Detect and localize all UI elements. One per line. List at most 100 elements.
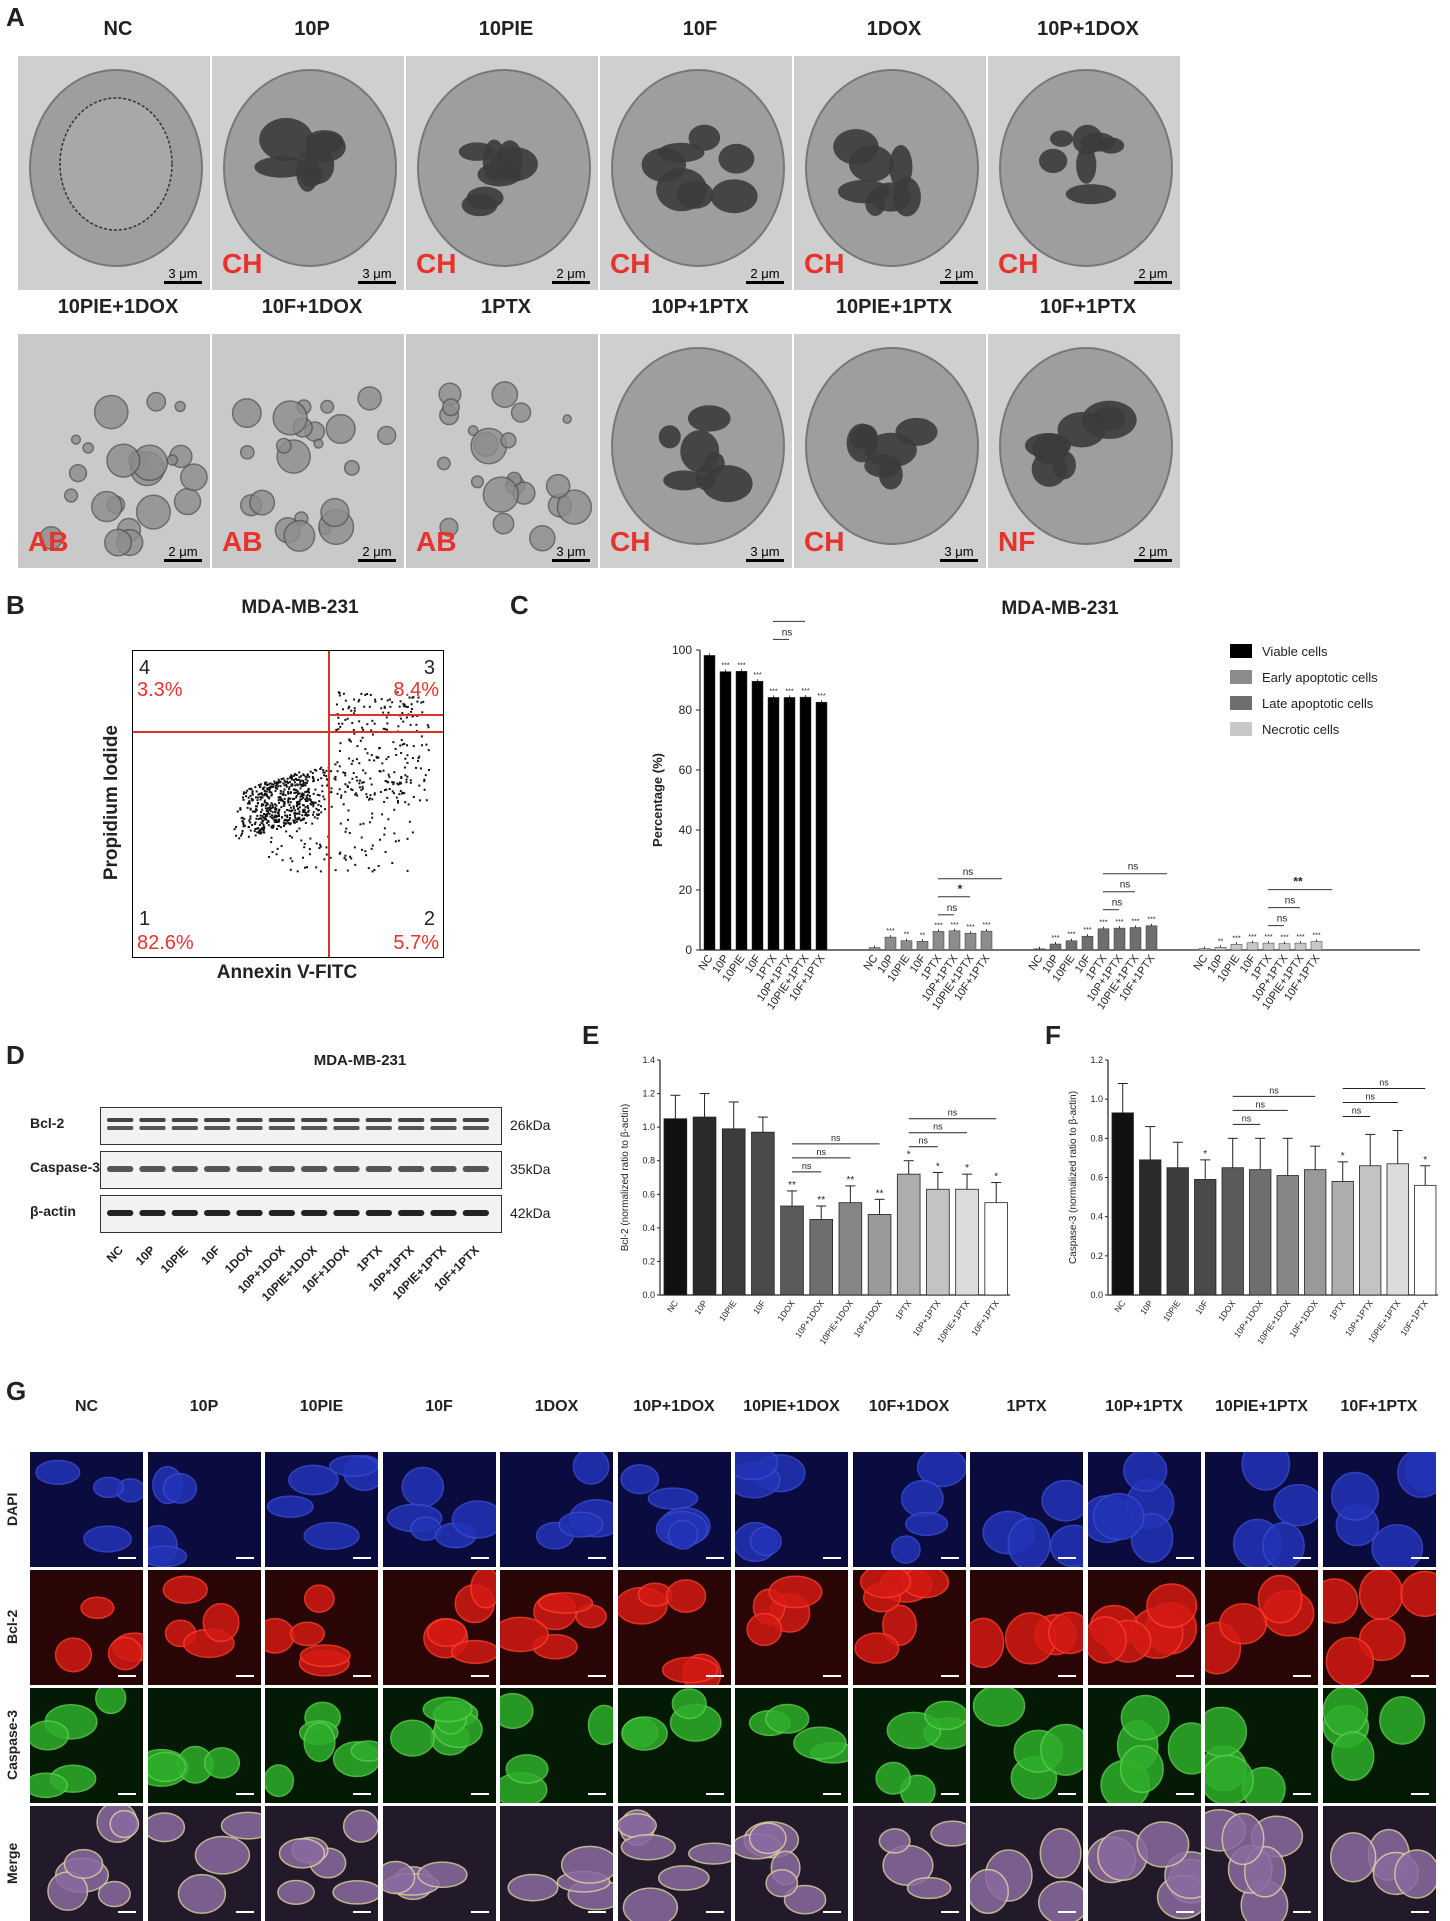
flow-event-dot [387,818,389,820]
band-kda: 26kDa [510,1117,550,1133]
flow-event-dot [312,780,314,782]
bar [1114,928,1125,950]
if-cell-body [1088,1617,1126,1663]
flow-event-dot [384,706,386,708]
panel-letter-f: F [1045,1020,1061,1051]
if-cell-body [668,1520,697,1548]
flow-event-dot [289,804,291,806]
band [463,1210,489,1216]
em-apoptotic-body [92,492,122,522]
flow-event-dot [290,857,292,859]
flow-event-dot [367,752,369,754]
flow-event-dot [277,825,279,827]
if-cell-body [417,1862,466,1887]
flow-event-dot [337,717,339,719]
flow-event-dot [371,813,373,815]
flow-event-dot [263,826,265,828]
bar [1034,949,1045,950]
panel-letter-d: D [6,1040,25,1071]
if-cell-body [1205,1755,1253,1803]
significance-mark: * [1203,1149,1207,1160]
y-tick-label: 0.8 [1090,1133,1103,1143]
flow-event-dot [374,723,376,725]
em-apoptotic-body [358,387,381,410]
flow-event-dot [287,793,289,795]
bar [752,681,763,950]
flow-event-dot [307,807,309,809]
flow-event-dot [383,728,385,730]
flow-event-dot [337,770,339,772]
flow-event-dot [304,814,306,816]
flow-event-dot [273,784,275,786]
em-chromatin [688,405,731,431]
flow-event-dot [285,830,287,832]
band-kda: 42kDa [510,1205,550,1221]
significance-mark: *** [1083,927,1091,934]
flow-event-dot [392,790,394,792]
if-image [1323,1806,1436,1921]
flow-event-dot [260,783,262,785]
flow-event-dot [345,828,347,830]
if-image-drawing [1323,1570,1436,1685]
if-image [853,1688,966,1803]
flow-event-dot [260,798,262,800]
flow-event-dot [266,813,268,815]
flow-event-dot [278,799,280,801]
flow-event-dot [287,778,289,780]
if-cell-body [970,1870,1008,1914]
panel-letter-c: C [510,590,529,621]
flow-event-dot [366,796,368,798]
flow-event-dot [262,788,264,790]
flow-event-dot [275,785,277,787]
flow-event-dot [262,815,264,817]
x-tick-label: 10PIE [717,1298,739,1323]
flow-event-dot [425,774,427,776]
significance-mark: *** [1115,919,1123,926]
if-cell-body [506,1755,548,1783]
if-image-drawing [500,1452,613,1567]
flow-event-dot [260,815,262,817]
em-chromatin [459,142,495,161]
em-apoptotic-body [314,439,323,448]
if-cell-body [562,1846,613,1883]
em-scale-line [164,281,202,284]
flow-event-dot [339,852,341,854]
if-cell-body [1326,1638,1373,1685]
em-apoptotic-body [181,464,207,490]
bar [1130,928,1141,951]
significance-mark: ** [876,1188,884,1199]
if-cell-body [618,1814,656,1837]
if-image [265,1806,378,1921]
flow-event-dot [264,815,266,817]
flow-event-dot [263,824,265,826]
if-cell-body [974,1688,1025,1726]
flow-event-dot [241,833,243,835]
flow-event-dot [417,760,419,762]
em-apoptotic-body [175,489,201,515]
x-tick-label: 10F+1DOX [851,1298,884,1339]
flow-event-dot [309,795,311,797]
flow-event-dot [339,750,341,752]
flow-event-dot [285,794,287,796]
y-tick-label: 20 [679,883,693,897]
if-cell-body [36,1460,80,1484]
flow-event-dot [358,720,360,722]
flow-event-dot [249,818,251,820]
flow-event-dot [407,762,409,764]
flow-event-dot [410,711,412,713]
significance-mark: *** [1099,920,1107,927]
if-row-label: Bcl-2 [4,1570,22,1684]
bar [1167,1168,1188,1295]
flow-event-dot [266,804,268,806]
flow-event-dot [238,837,240,839]
if-cell-body [333,1881,378,1904]
panel-letter-e: E [582,1020,599,1051]
flow-event-dot [351,789,353,791]
flow-event-dot [361,727,363,729]
flow-event-dot [369,821,371,823]
em-scale-bar: 3 μm [746,544,784,562]
flow-event-dot [359,823,361,825]
flow-event-dot [257,802,259,804]
